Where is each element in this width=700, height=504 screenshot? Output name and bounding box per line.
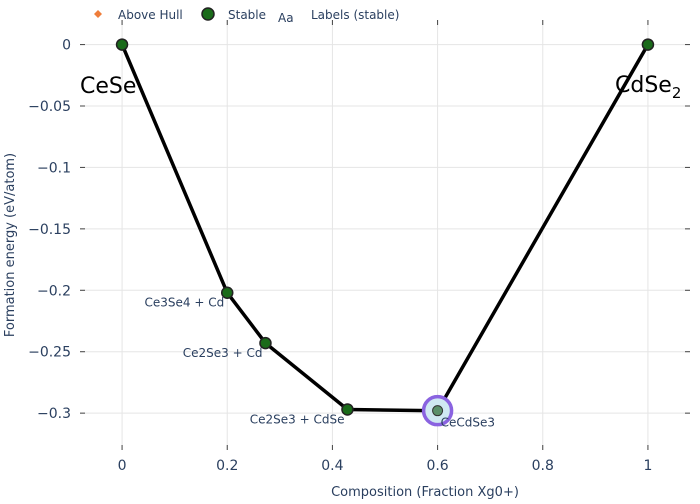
legend-diamond-icon: [94, 10, 102, 18]
legend-text-icon: Aa: [278, 11, 294, 25]
legend[interactable]: Above Hull Stable Aa Labels (stable): [94, 7, 399, 25]
y-tick-label: −0.3: [37, 406, 71, 422]
legend-item[interactable]: Aa Labels (stable): [278, 8, 399, 25]
grid-layer: [80, 20, 690, 450]
point-label: Ce3Se4 + Cd: [145, 296, 225, 310]
legend-item[interactable]: Above Hull: [94, 8, 183, 22]
x-tick-label: 0: [118, 458, 127, 474]
stable-point: [220, 286, 234, 299]
point-label: CeCdSe3: [441, 416, 495, 430]
convex-hull-line: [120, 43, 650, 413]
stable-point: [341, 403, 354, 416]
y-tick-label: −0.25: [28, 345, 71, 361]
y-tick-label: −0.1: [37, 160, 71, 176]
axis-layer: 0 0.2 0.4 0.6 0.8 1 0 −0.05 −0.1 −0.15 −0.2 −0.25 −0…: [3, 20, 690, 500]
end-label-right-subscript: 2: [672, 84, 682, 102]
legend-item[interactable]: Stable: [201, 7, 266, 22]
stable-point: [115, 38, 129, 51]
hull-layer: [120, 43, 650, 413]
point-layer: [115, 38, 655, 427]
x-tick-label: 0.6: [426, 458, 448, 474]
y-tick-label: −0.2: [37, 283, 71, 299]
y-tick-label: 0: [62, 38, 71, 54]
end-label-left-base: CeSe: [80, 74, 136, 99]
point-label: Ce2Se3 + CdSe: [250, 412, 345, 426]
label-layer: Ce3Se4 + Cd Ce2Se3 + Cd Ce2Se3 + CdSe CeCdS…: [80, 73, 681, 430]
end-label-right-base: CdSe: [615, 73, 672, 98]
y-tick-label: −0.15: [28, 222, 71, 238]
x-tick-label: 0.4: [321, 458, 343, 474]
stable-point: [259, 336, 272, 350]
stable-point: [432, 405, 444, 417]
x-tick-label: 1: [643, 458, 652, 474]
legend-label: Stable: [228, 8, 266, 22]
end-label-right: CdSe2: [615, 73, 681, 102]
x-tick-label: 0.8: [532, 458, 554, 474]
y-tick-label: −0.05: [28, 99, 71, 115]
end-label-left: CeSe: [80, 74, 136, 99]
x-axis-title: Composition (Fraction Xg0+): [331, 485, 519, 500]
x-tick-label: 0.2: [216, 458, 238, 474]
legend-circle-icon: [201, 7, 215, 21]
legend-label: Labels (stable): [311, 8, 399, 22]
stable-point: [641, 38, 655, 51]
legend-label: Above Hull: [118, 8, 183, 22]
y-axis-title: Formation energy (eV/atom): [3, 153, 18, 337]
point-label: Ce2Se3 + Cd: [183, 346, 263, 360]
